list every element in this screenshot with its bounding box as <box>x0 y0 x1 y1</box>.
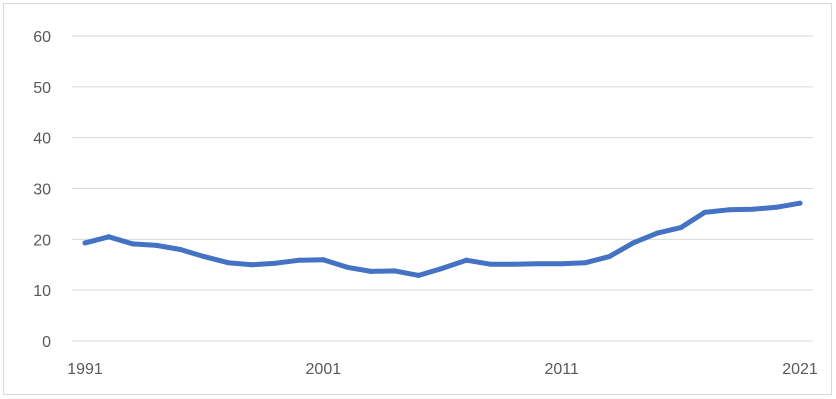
data-point <box>535 261 541 267</box>
data-point <box>273 260 279 266</box>
data-point <box>797 200 803 206</box>
data-point <box>511 261 517 267</box>
y-tick-label: 0 <box>42 334 51 351</box>
data-point <box>559 261 565 267</box>
data-point <box>487 261 493 267</box>
x-tick-label: 2001 <box>306 361 342 378</box>
x-tick-label: 2011 <box>544 361 579 378</box>
data-point <box>702 209 708 215</box>
data-point <box>606 254 612 260</box>
data-point <box>773 204 779 210</box>
data-point <box>249 262 255 268</box>
data-point <box>225 260 231 266</box>
data-point <box>726 207 731 213</box>
chart-frame <box>3 3 832 395</box>
data-point <box>368 268 374 274</box>
data-point <box>320 257 326 263</box>
data-point <box>106 234 112 240</box>
x-tick-label: 2021 <box>782 361 818 378</box>
x-tick-label: 1991 <box>67 361 103 378</box>
data-point <box>344 264 350 270</box>
data-point <box>678 225 684 231</box>
data-point <box>130 241 136 247</box>
data-point <box>177 247 183 252</box>
y-tick-label: 60 <box>33 29 51 46</box>
y-tick-label: 20 <box>33 232 51 249</box>
data-point <box>440 265 445 271</box>
data-point <box>82 240 88 246</box>
data-point <box>416 272 422 278</box>
y-tick-label: 50 <box>33 80 51 97</box>
data-point <box>297 257 302 263</box>
data-point <box>654 230 660 236</box>
y-tick-label: 30 <box>33 182 51 199</box>
y-tick-label: 10 <box>33 283 51 300</box>
data-point <box>749 206 755 212</box>
y-tick-label: 40 <box>33 131 51 148</box>
data-point <box>154 242 159 248</box>
data-point <box>583 260 588 266</box>
data-point <box>630 240 636 246</box>
data-point <box>201 254 207 260</box>
data-point <box>463 257 469 263</box>
data-point <box>392 268 398 274</box>
